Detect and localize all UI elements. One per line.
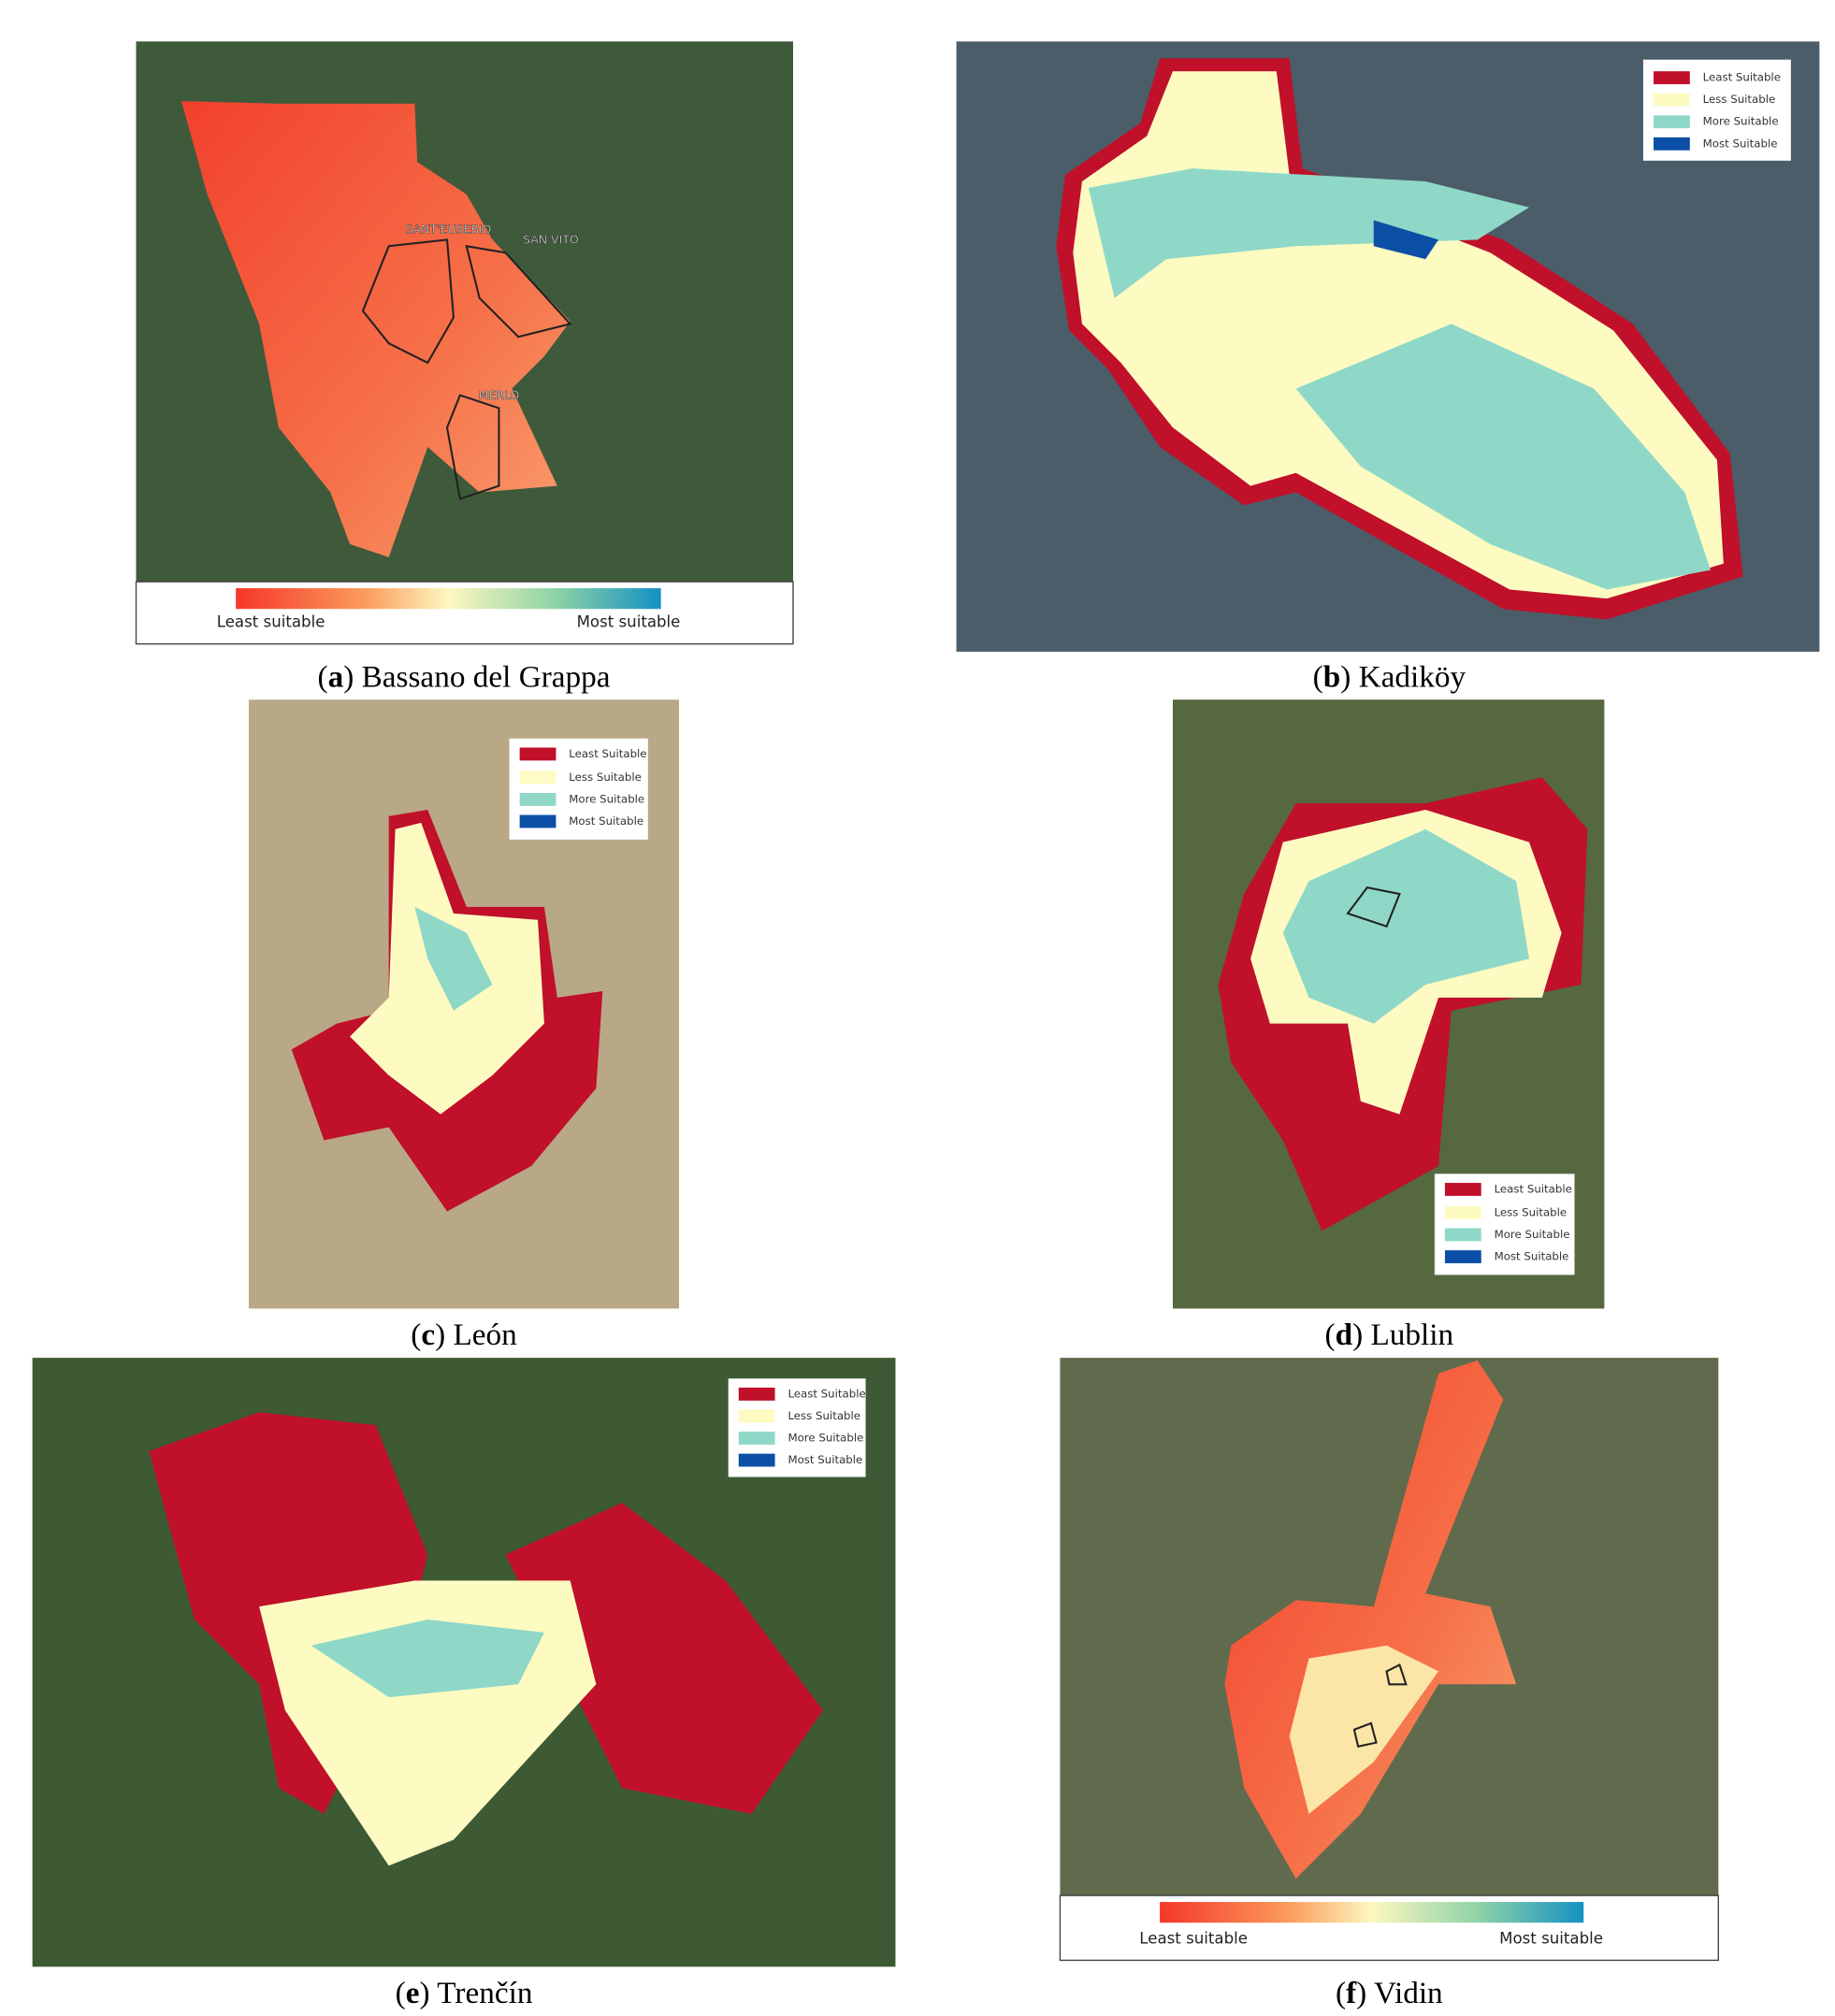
place-label: SAN VITO	[523, 233, 579, 247]
legend-label: Least Suitable	[1495, 1182, 1572, 1195]
caption: (a) Bassano del Grappa	[318, 659, 611, 694]
place-label: SANT'EUSEBIO	[405, 222, 491, 236]
legend-label: Least Suitable	[569, 747, 646, 760]
legend-label: Least Suitable	[787, 1387, 865, 1400]
legend-swatch	[519, 747, 556, 761]
legend-label: Less Suitable	[1703, 93, 1776, 106]
caption-part: ) Kadiköy	[1340, 659, 1466, 694]
map-panel: Least Suitable Less Suitable More Suitable…	[956, 41, 1820, 694]
legend-swatch	[1654, 71, 1690, 85]
legend-label: Least suitable	[217, 613, 325, 631]
map-panel: Least suitable Most suitable (f) Vidin	[1059, 1358, 1719, 2010]
caption: (b) Kadiköy	[1313, 659, 1467, 694]
legend-label: More Suitable	[1495, 1228, 1570, 1241]
district-outline	[465, 244, 572, 338]
map-panel: SANT'EUSEBIO SAN VITO MERLO Least suitable M…	[135, 41, 794, 694]
caption-part: ) Bassano del Grappa	[343, 659, 611, 694]
caption: (d) Lublin	[1325, 1318, 1454, 1352]
legend-swatch	[1444, 1183, 1481, 1196]
caption-part: ) Lublin	[1352, 1318, 1453, 1352]
caption: (f) Vidin	[1336, 1976, 1443, 2010]
legend-swatch	[738, 1387, 775, 1401]
legend-label: More Suitable	[787, 1432, 863, 1445]
legend-label: Most suitable	[577, 613, 681, 631]
caption: (c) León	[411, 1318, 517, 1352]
legend-swatch	[519, 814, 556, 828]
caption-part: e	[406, 1976, 420, 2010]
legend-swatch	[738, 1432, 775, 1445]
legend-label: Most Suitable	[1495, 1250, 1569, 1263]
legend-label: Most Suitable	[787, 1453, 862, 1466]
legend-label: Less Suitable	[787, 1409, 860, 1422]
legend-label: Most suitable	[1499, 1929, 1603, 1947]
caption-part: (	[1313, 659, 1323, 694]
color-ramp	[236, 588, 661, 610]
caption-part: (	[411, 1318, 421, 1352]
legend-swatch	[738, 1453, 775, 1467]
legend-label: Less Suitable	[569, 770, 642, 784]
legend-label: More Suitable	[1703, 115, 1779, 128]
color-ramp	[1160, 1902, 1584, 1923]
suitability-area	[1289, 1645, 1439, 1814]
caption-part: ) Vidin	[1356, 1976, 1443, 2010]
map-panel: Least Suitable Less Suitable More Suitable…	[1172, 699, 1605, 1352]
suitability-area	[1295, 324, 1711, 590]
legend-label: Least Suitable	[1703, 71, 1781, 84]
suitability-area	[311, 1620, 544, 1698]
legend-label: Least suitable	[1139, 1929, 1248, 1947]
suitability-area	[1088, 168, 1529, 298]
map-panel: Least Suitable Less Suitable More Suitable…	[249, 699, 680, 1352]
district-outline	[1346, 886, 1401, 929]
legend-swatch	[1654, 115, 1690, 129]
caption-part: (	[318, 659, 328, 694]
caption-part: f	[1346, 1976, 1357, 2010]
caption-part: d	[1336, 1318, 1353, 1352]
district-outline	[1385, 1663, 1408, 1686]
legend-label: More Suitable	[569, 792, 644, 805]
map-panel: Least Suitable Less Suitable More Suitable…	[32, 1358, 896, 2010]
suitability-area	[181, 101, 571, 557]
suitability-area	[505, 1503, 823, 1814]
suitability-area	[414, 906, 493, 1011]
legend-swatch	[1444, 1228, 1481, 1242]
caption-part: (	[396, 1976, 406, 2010]
legend-label: Most Suitable	[569, 814, 643, 828]
district-outline	[445, 394, 500, 500]
legend-swatch	[1654, 93, 1690, 107]
suitability-area	[1282, 828, 1529, 1024]
legend-swatch	[519, 770, 556, 785]
district-outline	[361, 238, 455, 365]
caption-part: ) León	[435, 1318, 517, 1352]
caption-part: a	[328, 659, 344, 694]
caption-part: ) Trenčín	[419, 1976, 532, 2010]
district-outline	[1352, 1721, 1378, 1749]
caption-part: b	[1323, 659, 1341, 694]
caption-part: (	[1325, 1318, 1336, 1352]
caption-part: c	[421, 1318, 435, 1352]
legend-swatch	[1444, 1205, 1481, 1219]
caption-part: (	[1336, 1976, 1346, 2010]
legend-swatch	[519, 792, 556, 806]
legend-swatch	[738, 1409, 775, 1423]
suitability-area	[1373, 220, 1439, 260]
caption: (e) Trenčín	[396, 1976, 533, 2010]
legend-label: Less Suitable	[1495, 1205, 1568, 1218]
legend-swatch	[1444, 1250, 1481, 1263]
place-label: MERLO	[479, 388, 520, 402]
legend-swatch	[1654, 137, 1690, 151]
legend-label: Most Suitable	[1703, 137, 1778, 150]
